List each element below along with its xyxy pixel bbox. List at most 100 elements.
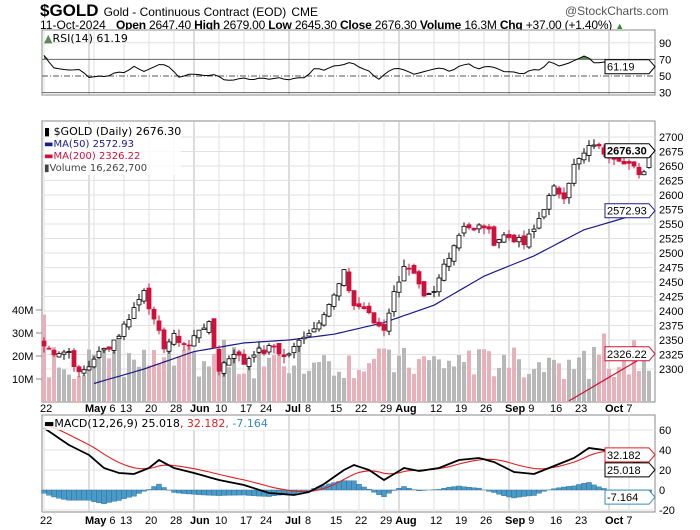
macd-histogram-bar: [206, 489, 212, 496]
candle: [41, 337, 47, 353]
rsi-value-tag-box: [604, 59, 656, 75]
volume-bar: [97, 355, 101, 402]
candle: [136, 293, 142, 312]
candle: [106, 346, 112, 353]
volume-bar: [362, 371, 366, 402]
x-tick-label: 26: [480, 403, 492, 415]
rsi-legend: ▲RSI(14) 61.19: [44, 32, 128, 45]
macd-histogram-bar: [516, 489, 522, 498]
volume-bar: [617, 367, 621, 402]
macd-histogram-bar: [381, 489, 387, 497]
candle-body: [556, 187, 562, 195]
macd-legend: ▬MACD(12,26,9) 25.018, 32.182, -7.164: [44, 417, 268, 430]
rsi-tick-label: 90: [659, 38, 671, 50]
volume-bar: [492, 376, 496, 402]
candle-body: [191, 335, 197, 347]
candle-body: [251, 354, 257, 358]
candle: [226, 355, 232, 366]
price-tick-label: 2450: [659, 277, 683, 289]
price-tick-label: 2600: [659, 190, 683, 202]
price-tick-label: 2500: [659, 248, 683, 260]
candle-body: [286, 353, 292, 356]
volume-bar: [62, 369, 66, 402]
macd-histogram-bar: [131, 489, 137, 497]
candle: [591, 139, 597, 150]
price-tick-label: 2350: [659, 335, 683, 347]
candle-body: [576, 158, 582, 165]
candle-body: [566, 182, 572, 199]
candle-body: [241, 353, 247, 365]
candle-icon: ▮: [44, 125, 51, 138]
candle: [521, 230, 527, 250]
volume-bar: [202, 361, 206, 402]
volume-value: 16.3M: [464, 18, 497, 32]
macd-histogram-bar: [456, 485, 462, 491]
candle-body: [111, 339, 117, 351]
macd-histogram-bar: [241, 489, 247, 496]
candle-body: [386, 312, 392, 332]
candle: [641, 169, 647, 176]
macd-histogram-bar: [531, 489, 537, 496]
macd-histogram-bar: [91, 489, 97, 502]
candle-body: [326, 304, 332, 317]
volume-bar: [287, 373, 291, 402]
volume-bar: [102, 349, 106, 402]
candle-body: [596, 143, 602, 147]
candle-body: [516, 237, 522, 243]
volume-bar: [582, 350, 586, 402]
candle: [371, 312, 377, 324]
candle-body: [226, 358, 232, 366]
candle: [481, 224, 487, 235]
candle-body: [621, 160, 627, 165]
candle: [321, 312, 327, 327]
x-tick-label: 15: [330, 403, 342, 415]
volume-bar: [537, 362, 541, 402]
candle: [56, 351, 62, 358]
volume-bar: [327, 361, 331, 402]
candle-body: [281, 354, 287, 357]
candle: [161, 327, 167, 354]
volume-bar: [152, 350, 156, 402]
volume-bar: [577, 357, 581, 402]
candle: [486, 223, 492, 234]
macd-histogram-bar: [41, 489, 47, 494]
candle: [281, 349, 287, 364]
candle-body: [641, 171, 647, 176]
price-tick-label: 2300: [659, 364, 683, 376]
volume-bar: [307, 370, 311, 402]
volume-bar: [587, 378, 591, 402]
candle: [186, 340, 192, 350]
volume-bar: [162, 357, 166, 402]
volume-bar: [342, 377, 346, 402]
macd-histogram-bar: [506, 489, 512, 498]
open-value: 2647.40: [149, 18, 191, 32]
candle-body: [431, 291, 437, 293]
x-tick-label: 19: [455, 515, 467, 527]
candle: [431, 285, 437, 298]
macd-hist-tag: -7.164: [604, 489, 656, 505]
candle: [231, 349, 237, 364]
x-tick-label: 15: [330, 515, 342, 527]
candle: [291, 342, 297, 359]
candle-body: [561, 192, 567, 200]
candle-body: [586, 145, 592, 156]
macd-histogram-bar: [156, 483, 162, 491]
up-arrow-icon: ▲: [615, 21, 624, 31]
macd-histogram-bar: [61, 489, 67, 500]
candle: [566, 182, 572, 204]
macd-histogram-bar: [476, 487, 482, 491]
candle: [386, 308, 392, 336]
close-label: Close: [339, 18, 372, 32]
macd-histogram-bar: [181, 489, 187, 494]
volume-bar: [547, 357, 551, 402]
macd-tick-label: 20: [659, 465, 671, 477]
candle: [351, 290, 357, 310]
x-tick-label: Oct: [605, 515, 624, 527]
candle: [446, 252, 452, 271]
candle: [311, 321, 317, 333]
macd-histogram-bar: [406, 488, 412, 491]
macd-histogram-bar: [461, 486, 467, 491]
candle: [96, 346, 102, 359]
candle-body: [101, 347, 107, 351]
volume-bar: [602, 333, 606, 402]
